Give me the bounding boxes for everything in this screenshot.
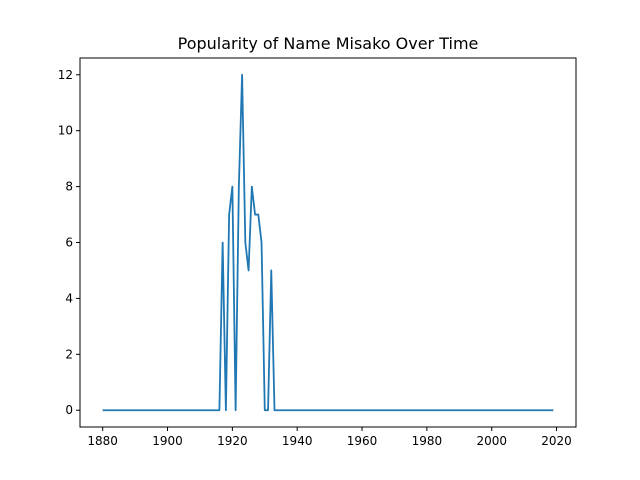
- y-tick-label: 10: [58, 124, 73, 138]
- x-tick-label: 1940: [282, 434, 313, 448]
- y-tick-label: 2: [65, 347, 73, 361]
- y-tick-label: 12: [58, 68, 73, 82]
- x-axis: 1880 1900 1920 1940 1960 1980 2000 2020: [87, 427, 572, 448]
- x-tick-label: 2000: [476, 434, 507, 448]
- y-axis: 0 2 4 6 8 10 12: [58, 68, 80, 417]
- y-tick-label: 6: [65, 236, 73, 250]
- y-tick-label: 0: [65, 403, 73, 417]
- x-tick-label: 1900: [152, 434, 183, 448]
- series-line-0: [102, 73, 554, 412]
- y-tick-label: 4: [65, 291, 73, 305]
- x-tick-label: 1960: [347, 434, 378, 448]
- plot-area: [102, 73, 554, 412]
- x-tick-label: 1980: [412, 434, 443, 448]
- x-tick-label: 1880: [87, 434, 118, 448]
- chart-title: Popularity of Name Misako Over Time: [178, 34, 479, 53]
- x-tick-label: 2020: [541, 434, 572, 448]
- y-tick-label: 8: [65, 180, 73, 194]
- x-tick-label: 1920: [217, 434, 248, 448]
